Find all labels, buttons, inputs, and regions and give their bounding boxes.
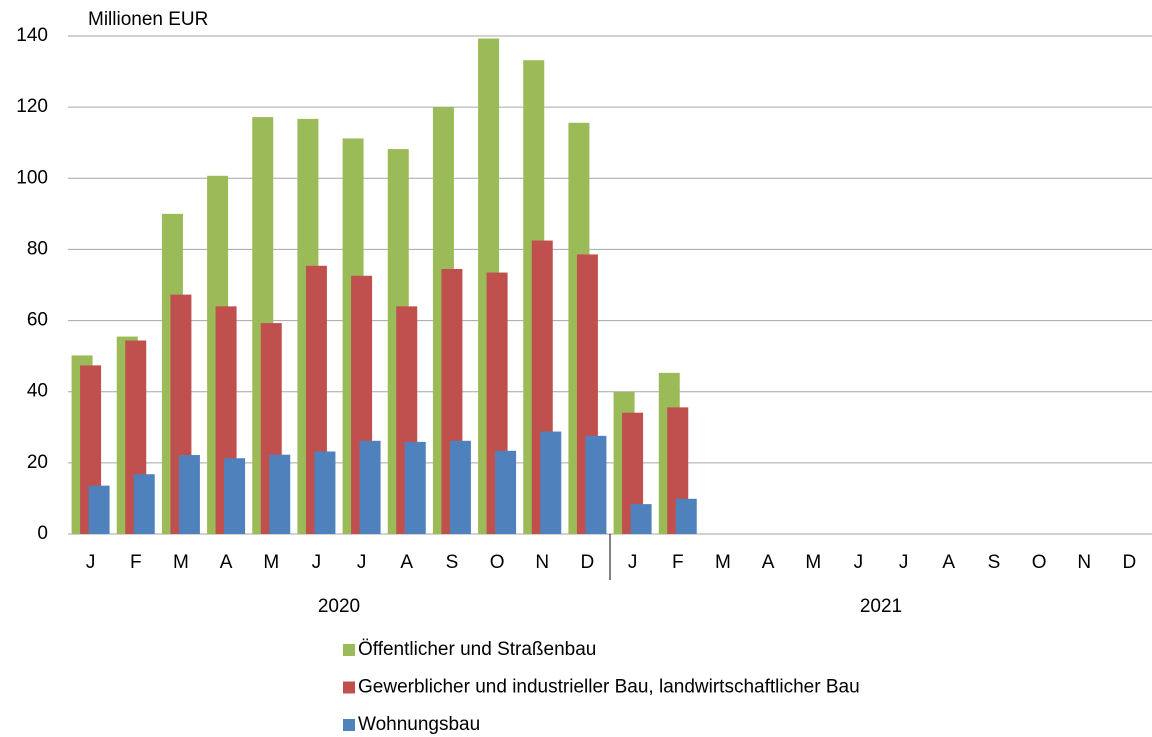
bar [630, 504, 652, 534]
x-tick-label: D [1123, 552, 1137, 573]
y-tick-label: 20 [27, 452, 48, 473]
x-tick-label: M [805, 552, 821, 573]
legend-label: Wohnungsbau [358, 714, 480, 735]
x-tick-label: J [899, 552, 909, 573]
bar [133, 474, 155, 534]
x-tick-label: O [490, 552, 505, 573]
bar [359, 440, 381, 534]
x-tick-label: J [312, 552, 322, 573]
bar [540, 431, 562, 534]
bar [224, 458, 246, 534]
bar [88, 485, 110, 534]
y-tick-label: 60 [27, 310, 48, 331]
x-tick-label: A [942, 552, 955, 573]
y-tick-label: 120 [16, 96, 48, 117]
legend-label: Öffentlicher und Straßenbau [358, 639, 596, 660]
x-tick-label: A [762, 552, 775, 573]
x-tick-label: N [535, 552, 549, 573]
bar [622, 412, 644, 534]
bar [269, 454, 291, 534]
legend-label: Gewerblicher und industrieller Bau, land… [358, 677, 860, 698]
x-tick-label: F [130, 552, 142, 573]
x-tick-label: J [854, 552, 864, 573]
x-tick-label: A [220, 552, 233, 573]
x-tick-label: M [715, 552, 731, 573]
x-tick-label: J [86, 552, 96, 573]
x-tick-label: S [988, 552, 1001, 573]
year-label: 2020 [318, 596, 360, 617]
bar [495, 450, 517, 534]
x-tick-label: D [581, 552, 595, 573]
y-axis-title: Millionen EUR [88, 9, 208, 30]
y-tick-label: 40 [27, 381, 48, 402]
y-tick-label: 0 [37, 523, 48, 544]
x-tick-label: M [263, 552, 279, 573]
legend-marker [343, 719, 355, 731]
x-tick-label: J [357, 552, 367, 573]
bar [404, 441, 426, 534]
bar [675, 498, 697, 534]
bar [585, 435, 607, 534]
legend-marker [343, 681, 355, 694]
x-tick-label: A [400, 552, 413, 573]
year-label: 2021 [860, 596, 902, 617]
x-tick-label: S [446, 552, 459, 573]
x-tick-label: M [173, 552, 189, 573]
x-tick-label: N [1077, 552, 1091, 573]
bar [178, 455, 200, 534]
y-tick-label: 140 [16, 25, 48, 46]
x-tick-label: J [628, 552, 638, 573]
x-tick-label: F [672, 552, 684, 573]
bar [314, 451, 336, 534]
bar [449, 440, 471, 534]
y-tick-label: 80 [27, 238, 48, 259]
legend-marker [343, 644, 355, 656]
y-tick-label: 100 [16, 167, 48, 188]
x-tick-label: O [1032, 552, 1047, 573]
